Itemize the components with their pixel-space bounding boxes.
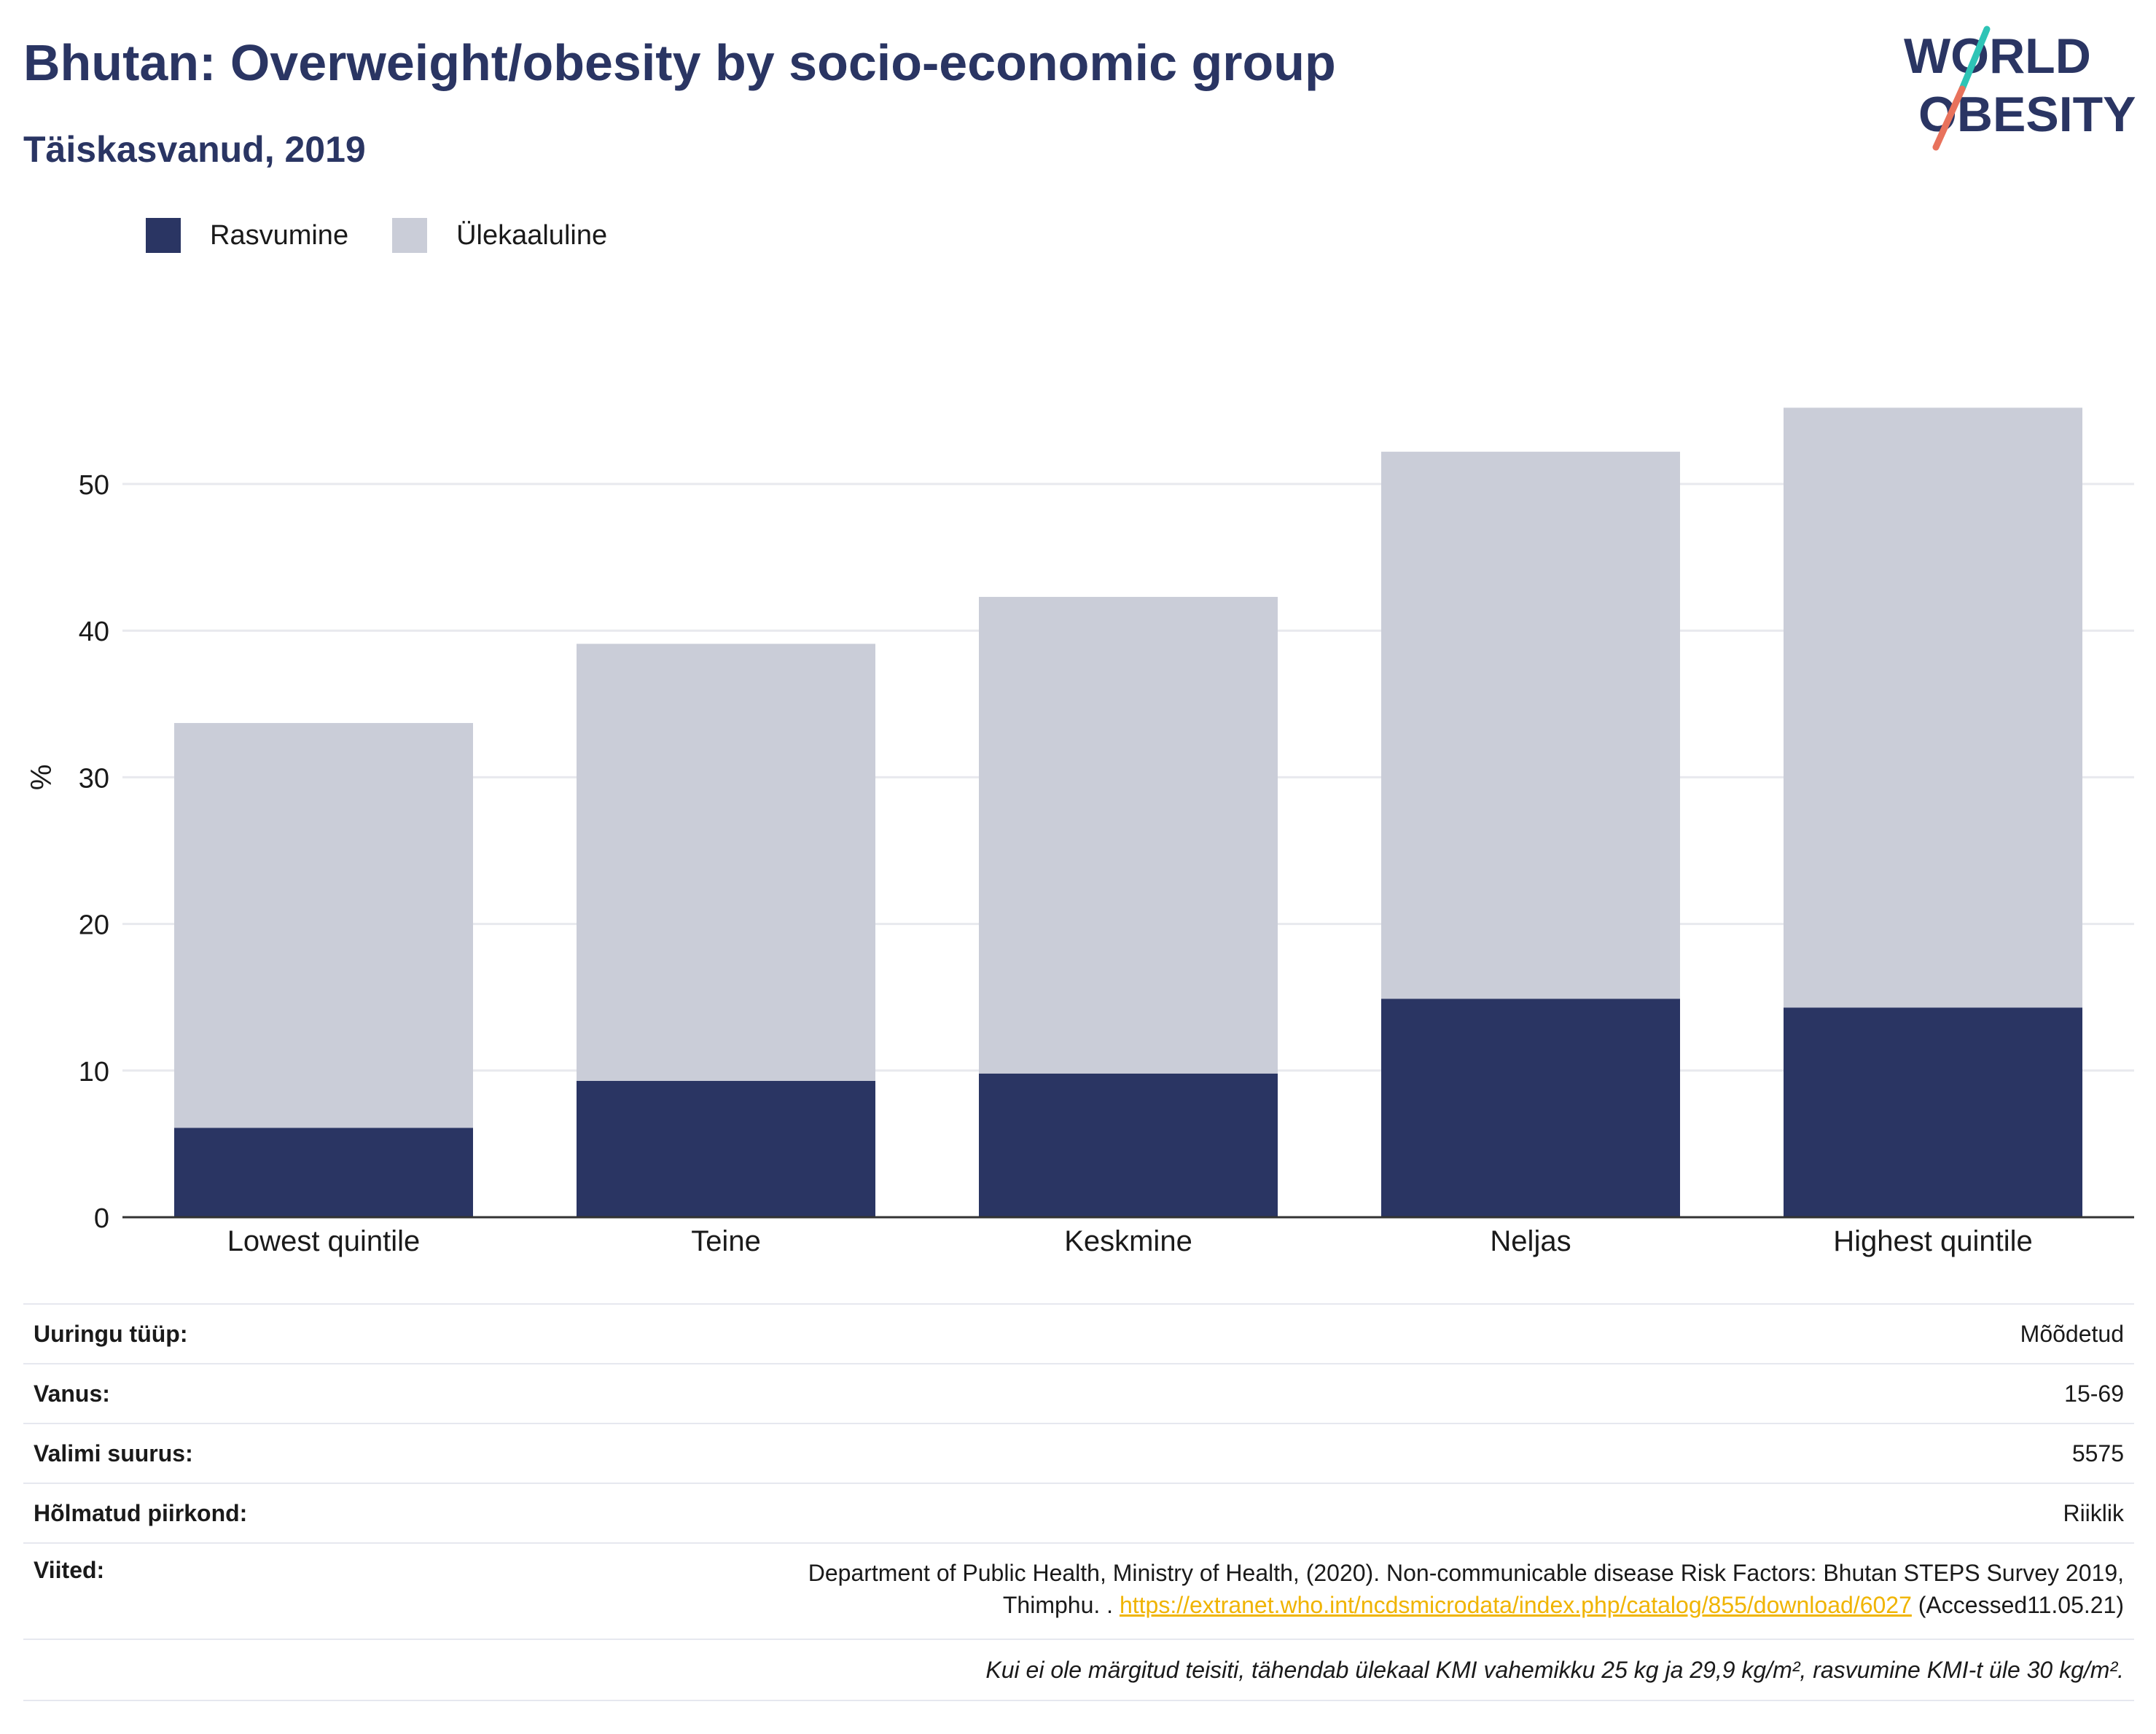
bar-overweight — [1784, 407, 2082, 1008]
world-obesity-logo: WORLD OBESITY — [1904, 26, 2136, 151]
legend-swatch-obesity — [146, 218, 181, 253]
bar-overweight — [979, 596, 1278, 1074]
bar-overweight — [577, 644, 875, 1081]
details-row-survey-type: Uuringu tüüp: Mõõdetud — [23, 1305, 2134, 1364]
stacked-bar-chart: 0 10 20 30 40 50% Lowest quintile Teine Keskmine… — [26, 407, 2134, 1257]
x-tick-label: Keskmine — [1064, 1225, 1192, 1257]
references-text-line2: Thimphu. . https://extranet.who.int/ncds… — [808, 1589, 2124, 1621]
x-tick-label: Lowest quintile — [227, 1225, 421, 1257]
x-tick-label: Neljas — [1490, 1225, 1571, 1257]
references-value: Department of Public Health, Ministry of… — [808, 1557, 2134, 1621]
y-tick-label: 0 — [94, 1203, 109, 1234]
bar-overweight — [174, 722, 473, 1128]
y-tick-label: 10 — [79, 1057, 109, 1087]
legend-swatch-overweight — [392, 218, 428, 253]
y-tick-label: 40 — [79, 617, 109, 647]
sample-size-label: Valimi suurus: — [34, 1440, 193, 1467]
survey-type-label: Uuringu tüüp: — [34, 1320, 188, 1347]
details-row-references: Viited: Department of Public Health, Min… — [23, 1544, 2134, 1640]
references-label: Viited: — [34, 1557, 105, 1583]
legend-label-overweight: Ülekaaluline — [456, 219, 608, 251]
logo-slash-red — [1932, 85, 1966, 151]
references-accessed: (Accessed11.05.21) — [1911, 1592, 2124, 1618]
area-value: Riiklik — [2063, 1499, 2124, 1526]
y-tick-label: 30 — [79, 763, 109, 794]
definition-note: Kui ei ole märgitud teisiti, tähendab ül… — [23, 1640, 2134, 1701]
y-axis-title: % — [26, 765, 58, 791]
x-tick-label: Highest quintile — [1833, 1225, 2033, 1257]
bar-obesity — [979, 1073, 1278, 1217]
logo-slash-teal — [1958, 26, 1991, 93]
bar-obesity — [1784, 1007, 2082, 1217]
chart-legend: Rasvumine Ülekaaluline — [146, 217, 651, 254]
legend-label-obesity: Rasvumine — [210, 219, 349, 251]
chart-subtitle: Täiskasvanud, 2019 — [23, 129, 366, 170]
sample-size-value: 5575 — [2071, 1440, 2124, 1467]
references-text-line1: Department of Public Health, Ministry of… — [808, 1560, 2124, 1586]
details-row-sample-size: Valimi suurus: 5575 — [23, 1424, 2134, 1484]
bar-overweight — [1381, 451, 1680, 999]
area-label: Hõlmatud piirkond: — [34, 1499, 248, 1526]
y-tick-label: 20 — [79, 910, 109, 941]
legend-item-overweight: Ülekaaluline — [392, 218, 607, 253]
x-tick-label: Teine — [691, 1225, 761, 1257]
age-label: Vanus: — [34, 1380, 110, 1407]
survey-details-table: Uuringu tüüp: Mõõdetud Vanus: 15-69 Vali… — [23, 1303, 2134, 1701]
chart-title: Bhutan: Overweight/obesity by socio-econ… — [23, 34, 1336, 91]
logo-word-obesity: OBESITY — [1918, 87, 2136, 142]
details-row-age: Vanus: 15-69 — [23, 1364, 2134, 1424]
details-row-area: Hõlmatud piirkond: Riiklik — [23, 1484, 2134, 1544]
references-text-prefix: Thimphu. . — [1002, 1592, 1120, 1618]
logo-word-world: WORLD — [1904, 28, 2091, 84]
age-value: 15-69 — [2064, 1380, 2124, 1407]
references-link[interactable]: https://extranet.who.int/ncdsmicrodata/i… — [1119, 1592, 1912, 1618]
survey-type-value: Mõõdetud — [2020, 1320, 2124, 1347]
legend-item-obesity: Rasvumine — [146, 218, 348, 253]
y-tick-label: 50 — [79, 470, 109, 501]
bar-obesity — [174, 1128, 473, 1217]
bar-obesity — [1381, 999, 1680, 1217]
bar-obesity — [577, 1080, 875, 1217]
